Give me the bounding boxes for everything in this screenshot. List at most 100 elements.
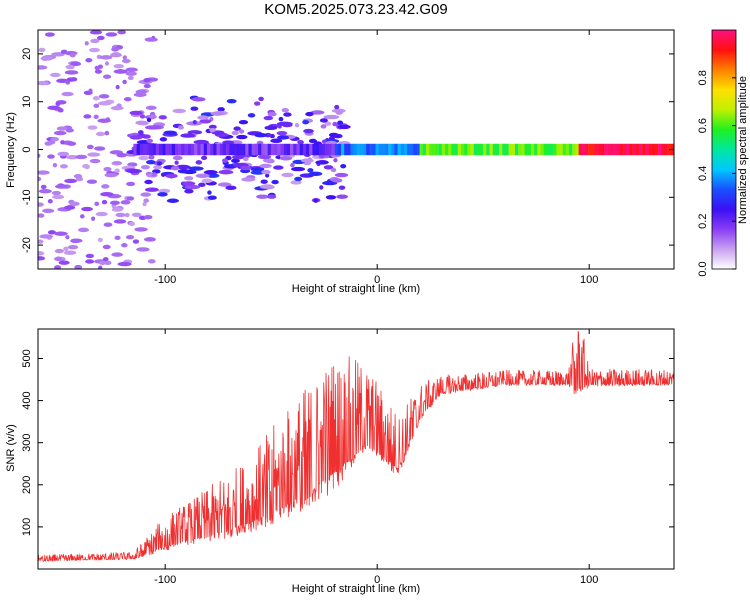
spectrogram-cell (51, 52, 65, 57)
ridge-cell (464, 143, 468, 156)
ridge-cell (639, 143, 643, 156)
ridge-cell (435, 143, 439, 156)
spectrogram-cell (75, 154, 88, 160)
spectrogram-cell (47, 140, 56, 145)
spectrogram-cell (70, 77, 78, 82)
spectrogram-cell (57, 151, 70, 157)
ridge-cell (245, 143, 249, 156)
spectrogram-cell (42, 208, 55, 214)
spectrogram-cell (49, 72, 61, 78)
ridge-cell (334, 143, 339, 156)
spectrogram-cell (146, 138, 154, 144)
spectrogram-cell (281, 107, 290, 113)
ridge-cell (283, 143, 288, 156)
y-tick-label: 10 (21, 96, 33, 108)
spectrogram-cell (144, 179, 153, 185)
spectrogram-cell (262, 158, 275, 163)
y-tick-label: 200 (21, 476, 33, 494)
spectrogram-cell (129, 135, 143, 140)
y-tick-label: 0 (21, 146, 33, 152)
spectrogram-cell (258, 96, 264, 102)
ridge-cell (483, 143, 487, 156)
ridge-cell (254, 143, 259, 156)
colorbar-tick-label: 0.6 (697, 118, 709, 133)
ridge-cell (445, 143, 449, 156)
ridge-cell (139, 143, 144, 156)
y-tick-label: 400 (21, 391, 33, 409)
spectrogram-cell (177, 169, 191, 174)
ridge-cell (521, 143, 525, 156)
ridge-cell (315, 143, 320, 156)
snr-axis-ticks: -100 0 100 100 200 300 400 500 (21, 329, 674, 586)
spectrogram-cell (197, 115, 209, 120)
spectrogram-cell (138, 155, 150, 161)
spectrogram-cell (125, 71, 137, 76)
ridge-cell (242, 143, 246, 156)
spectrogram-cell (40, 56, 54, 61)
spectrogram-cell (335, 110, 343, 115)
spectrogram-cell (336, 194, 349, 199)
ridge-cell (454, 143, 458, 156)
spectrogram-cell (116, 103, 122, 108)
spectrogram-cell (61, 91, 74, 97)
x-tick-label: -100 (154, 574, 176, 586)
ridge-cell (448, 143, 452, 156)
spectrogram-cell (44, 32, 55, 37)
spectrogram-cell (122, 79, 127, 85)
spectrogram-cell (117, 30, 127, 35)
spectrogram-cell (87, 152, 101, 157)
spectrogram-cell (254, 133, 268, 138)
y-tick-label: -10 (21, 189, 33, 205)
spectrogram-cell (165, 173, 178, 179)
spectrogram-cell (120, 200, 131, 205)
spectrogram-cell (145, 105, 157, 111)
spectrogram-cell (313, 198, 318, 203)
spectrogram-cell (233, 126, 241, 131)
ridge-cell (325, 143, 329, 156)
spectrogram-cell (140, 192, 152, 197)
spectrogram-cell (283, 112, 292, 117)
ridge-cell (397, 143, 402, 156)
ridge-cell (306, 143, 310, 156)
spectrogram-cell (181, 181, 196, 186)
spectrogram-cell (83, 114, 92, 119)
ridge-cell (403, 143, 408, 156)
spectrogram-cell (254, 101, 261, 106)
ridge-cell (457, 143, 462, 156)
spectrogram-cell (70, 238, 83, 243)
spectrogram-cell (157, 192, 168, 197)
ridge-cell (178, 143, 182, 156)
spectrogram-cell (38, 65, 48, 70)
colorbar-tick-label: 0.8 (697, 70, 709, 85)
ridge-cell (584, 143, 589, 156)
spectrogram-cell (101, 199, 108, 205)
spectrogram-cell (217, 107, 225, 112)
spectrogram-cell (40, 184, 47, 190)
spectrogram-cell (221, 158, 228, 163)
spectrogram-cell (158, 188, 171, 194)
spectrogram-cell (67, 244, 79, 250)
spectrogram-cell (172, 155, 183, 161)
spectrogram-cell (88, 88, 93, 93)
spectrogram-cell (256, 194, 269, 199)
spectrogram-cell (334, 104, 340, 110)
spectrogram-cell (259, 163, 272, 169)
ridge-cell (331, 143, 335, 156)
spectrogram-cell (151, 172, 157, 177)
ridge-cell (664, 143, 668, 156)
spectrogram-cell (132, 239, 140, 244)
spectrogram-cell (337, 120, 344, 125)
ridge-cell (381, 143, 386, 156)
spectrogram-cell (97, 237, 103, 243)
spectrogram-cell (273, 165, 284, 170)
spectrogram-cell (136, 247, 150, 252)
spectrogram-cell (226, 98, 237, 104)
spectrogram-cell (198, 182, 206, 188)
ridge-cell (232, 143, 236, 156)
ridge-cell (495, 143, 500, 156)
spectrogram-cell (260, 184, 275, 189)
spectrogram-cell (193, 139, 209, 145)
x-tick-label: -100 (154, 274, 176, 286)
spectrogram-cell (104, 61, 110, 66)
spectrogram-cell (92, 96, 100, 101)
